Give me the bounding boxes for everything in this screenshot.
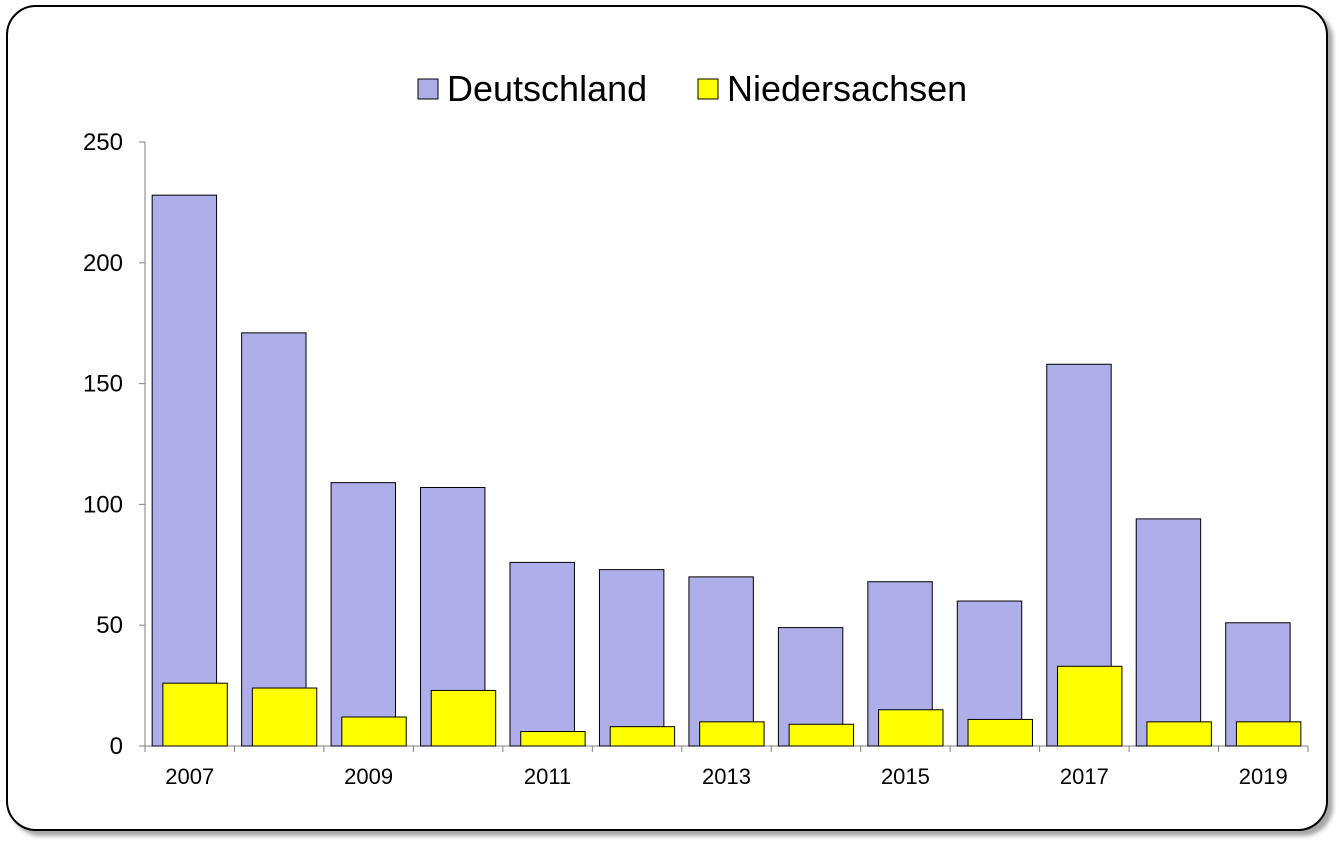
bar-niedersachsen-2007 — [162, 682, 228, 747]
bar-deutschland-2011 — [509, 561, 575, 747]
y-tick-label: 150 — [83, 371, 123, 398]
x-tick-label-2007: 2007 — [165, 764, 214, 789]
y-tick-label: 200 — [83, 250, 123, 277]
x-tick-label-2009: 2009 — [344, 764, 393, 789]
bar-deutschland-2018 — [1135, 518, 1202, 747]
bar-niedersachsen-2017 — [1057, 665, 1123, 747]
bar-niedersachsen-2014 — [788, 723, 855, 747]
x-tick-label-2015: 2015 — [881, 764, 930, 789]
bar-deutschland-2013 — [688, 576, 754, 747]
y-tick-label: 50 — [96, 612, 123, 639]
bar-niedersachsen-2008 — [251, 687, 318, 747]
bar-niedersachsen-2015 — [878, 709, 944, 747]
bar-niedersachsen-2009 — [341, 716, 407, 747]
bar-deutschland-2012 — [598, 569, 665, 747]
y-tick-label: 100 — [83, 491, 123, 518]
bar-deutschland-2009 — [330, 482, 396, 747]
bar-deutschland-2007 — [151, 194, 218, 747]
legend-label-niedersachsen: Niedersachsen — [727, 68, 967, 109]
series-deutschland — [151, 194, 1291, 747]
bar-niedersachsen-2019 — [1235, 721, 1302, 747]
y-tick-label: 0 — [110, 733, 123, 760]
bar-niedersachsen-2012 — [609, 726, 676, 747]
legend: Deutschland Niedersachsen — [417, 68, 967, 109]
bar-niedersachsen-2013 — [699, 721, 765, 747]
legend-label-deutschland: Deutschland — [447, 68, 647, 109]
legend-swatch-niedersachsen — [697, 78, 719, 100]
x-tick-label-2017: 2017 — [1060, 764, 1109, 789]
x-tick-label-2011: 2011 — [524, 764, 571, 789]
x-tick-label-2013: 2013 — [702, 764, 751, 789]
x-tick-label-2019: 2019 — [1239, 764, 1288, 789]
bar-niedersachsen-2018 — [1146, 721, 1212, 747]
bar-niedersachsen-2010 — [430, 689, 497, 747]
bar-niedersachsen-2016 — [967, 718, 1033, 747]
legend-swatch-deutschland — [417, 78, 439, 100]
y-tick-label: 250 — [83, 129, 123, 156]
bar-niedersachsen-2011 — [520, 731, 586, 747]
x-axis: 2007 2009 2011 2013 2015 2017 2019 — [144, 745, 1309, 789]
series-niedersachsen — [162, 665, 1302, 747]
bar-deutschland-2008 — [241, 332, 307, 747]
y-axis: 0 50 100 150 200 250 — [83, 129, 146, 760]
